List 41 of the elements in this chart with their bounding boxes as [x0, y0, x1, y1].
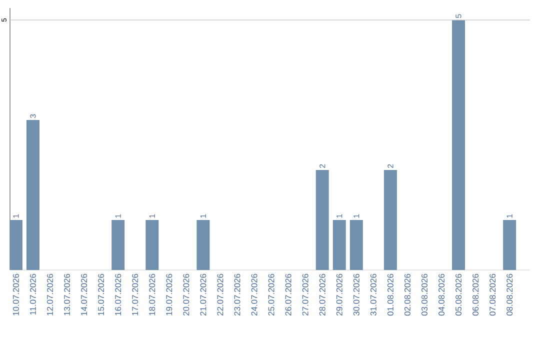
bar [112, 220, 125, 270]
bar [316, 170, 329, 270]
x-tick-label: 27.07.2026 [302, 274, 308, 316]
x-tick-label: 31.07.2026 [370, 274, 376, 316]
x-tick-label: 14.07.2026 [81, 274, 88, 316]
x-tick-label: 26.07.2026 [285, 274, 292, 316]
x-tick-label: 20.07.2026 [183, 274, 190, 316]
x-tick-label: 17.07.2026 [132, 274, 138, 316]
bar [452, 20, 466, 270]
x-tick-label: 13.07.2026 [64, 274, 70, 316]
x-tick-label: 18.07.2026 [149, 274, 156, 316]
x-tick-label: 16.07.2026 [115, 274, 122, 316]
x-tick-label: 10.07.2026 [12, 274, 19, 316]
bar [146, 220, 159, 270]
x-tick-label: 30.07.2026 [353, 274, 360, 316]
bar [350, 220, 363, 270]
x-tick-label: 11.07.2026 [30, 274, 36, 315]
x-tick-label: 12.07.2026 [47, 274, 53, 316]
x-tick-label: 21.07.2026 [200, 274, 206, 316]
x-tick-label: 06.08.2026 [472, 274, 479, 316]
bar [503, 220, 516, 270]
x-tick-label: 05.08.2026 [456, 274, 462, 316]
x-tick-label: 22.07.2026 [217, 274, 224, 316]
bar [332, 220, 346, 270]
x-tick-label: 29.07.2026 [336, 274, 342, 316]
bar [384, 170, 397, 270]
x-tick-label: 28.07.2026 [319, 274, 326, 316]
x-tick-label: 23.07.2026 [234, 274, 240, 316]
x-tick-label: 19.07.2026 [166, 274, 172, 316]
x-tick-label: 24.07.2026 [251, 274, 258, 316]
x-tick-label: 04.08.2026 [438, 274, 444, 316]
x-tick-label: 25.07.2026 [268, 274, 274, 316]
x-tick-label: 03.08.2026 [421, 274, 428, 316]
bar [10, 220, 22, 270]
bar [26, 120, 40, 270]
x-tick-label: 07.08.2026 [490, 274, 496, 316]
bar [196, 220, 210, 270]
x-tick-label: 02.08.2026 [404, 274, 410, 316]
x-tick-label: 15.07.2026 [98, 274, 104, 316]
x-tick-label: 08.08.2026 [506, 274, 513, 316]
x-tick-label: 01.08.2026 [387, 274, 394, 316]
